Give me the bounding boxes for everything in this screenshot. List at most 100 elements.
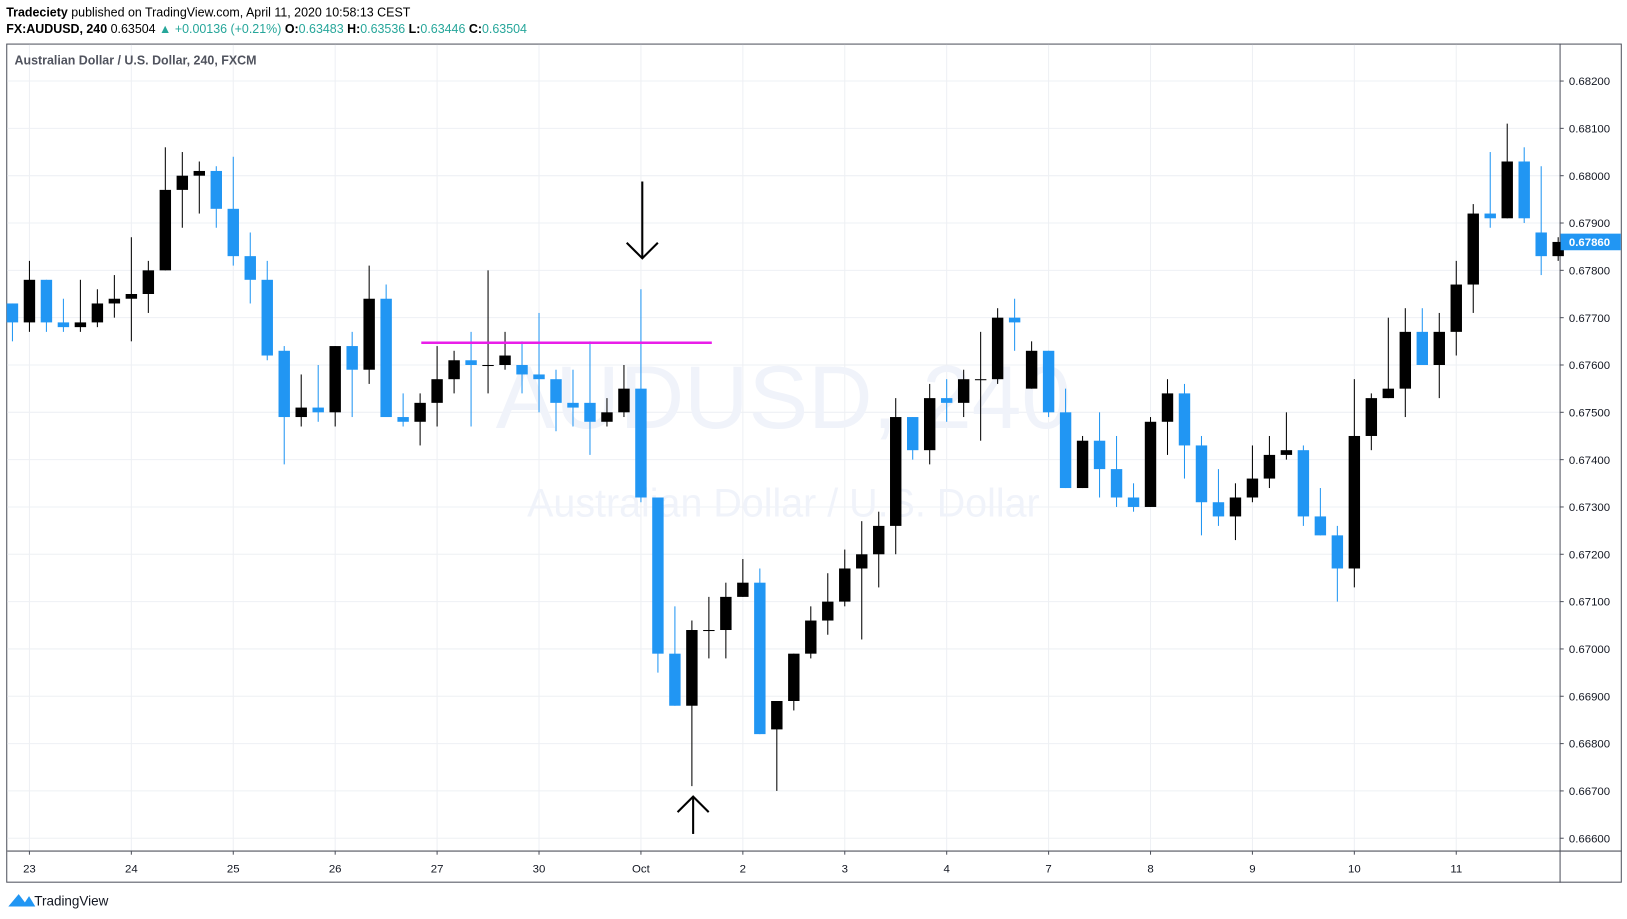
ohlc-label: L: xyxy=(409,22,421,36)
candle-body xyxy=(974,379,987,381)
published: published on TradingView.com, April 11, … xyxy=(71,6,410,20)
candle-body xyxy=(482,364,494,367)
y-tick-label: 0.67000 xyxy=(1569,644,1610,656)
candle-body xyxy=(890,417,902,526)
candle-body xyxy=(669,653,681,706)
y-tick-label: 0.67200 xyxy=(1569,549,1610,561)
candle-body xyxy=(754,582,766,735)
y-tick-label: 0.67600 xyxy=(1569,360,1610,372)
ohlc-value: 0.63504 xyxy=(482,22,527,36)
candle-body xyxy=(1382,388,1395,399)
candle-body xyxy=(516,364,528,375)
y-tick-label: 0.68200 xyxy=(1569,76,1610,88)
ohlc-label: C: xyxy=(469,22,482,36)
candle-body xyxy=(652,497,664,654)
candle-body xyxy=(923,398,936,451)
candle-body xyxy=(1110,469,1123,498)
candle-body xyxy=(1314,516,1327,536)
candle-body xyxy=(499,355,511,365)
candle-body xyxy=(312,407,324,413)
y-tick-label: 0.68000 xyxy=(1569,171,1610,183)
candle-body xyxy=(1433,331,1445,365)
candle-body xyxy=(40,279,53,323)
candle-body xyxy=(1144,421,1157,507)
candle-body xyxy=(278,350,290,418)
candle-body xyxy=(1518,161,1530,219)
candle-body xyxy=(23,279,36,323)
candle-body xyxy=(940,398,953,403)
candle-body xyxy=(91,303,104,323)
arrow-down-head xyxy=(625,241,659,260)
x-tick-label: 4 xyxy=(944,863,951,875)
y-tick-label: 0.67100 xyxy=(1569,597,1610,609)
axes: 0.66600 0.66700 0.66800 0.66900 0.67000 0.671… xyxy=(23,76,1621,875)
candle-body xyxy=(1331,535,1344,569)
candle-body xyxy=(635,388,647,498)
candle-body xyxy=(771,700,783,730)
y-tick-label: 0.67300 xyxy=(1569,502,1610,514)
candle-body xyxy=(1484,213,1496,219)
candle-body xyxy=(142,270,155,295)
y-tick-label: 0.67400 xyxy=(1569,455,1610,467)
candle-body xyxy=(1348,435,1361,569)
x-tick-label: 27 xyxy=(431,863,444,875)
candle-body xyxy=(1161,393,1174,422)
candle-body xyxy=(907,417,919,451)
candle-body xyxy=(1297,450,1310,517)
candle-body xyxy=(567,402,579,408)
candle-body xyxy=(1178,393,1191,446)
footer: TradingView xyxy=(8,894,109,909)
candle-body xyxy=(957,379,970,403)
y-tick-label: 0.68100 xyxy=(1569,124,1610,136)
candle-body xyxy=(601,412,613,422)
candle-body xyxy=(533,374,545,380)
x-tick-label: Oct xyxy=(632,863,651,875)
candle-body xyxy=(108,298,121,304)
candle-body xyxy=(788,653,800,701)
candle-body xyxy=(176,175,189,190)
candles xyxy=(6,123,1564,791)
candle-body xyxy=(737,582,749,597)
candle-body xyxy=(1042,350,1055,413)
candle-body xyxy=(1535,232,1547,257)
y-tick-label: 0.66900 xyxy=(1569,691,1610,703)
candle-body xyxy=(1501,161,1513,219)
candle-body xyxy=(1229,497,1242,517)
x-tick-label: 9 xyxy=(1249,863,1255,875)
ohlc-value: 0.63483 xyxy=(299,22,344,36)
x-tick-label: 25 xyxy=(227,863,240,875)
candle-body xyxy=(193,170,206,176)
candle-body xyxy=(465,360,477,365)
change: ▲ +0.00136 (+0.21%) xyxy=(159,22,281,36)
x-tick-label: 10 xyxy=(1348,863,1361,875)
y-tick-label: 0.67500 xyxy=(1569,407,1610,419)
candle-body xyxy=(1093,440,1106,470)
candle-body xyxy=(397,417,409,422)
candle-body xyxy=(1280,450,1293,455)
candle-body xyxy=(227,208,239,257)
candle-body xyxy=(57,322,70,328)
x-tick-label: 11 xyxy=(1450,863,1462,875)
candle-body xyxy=(159,189,172,271)
candle-body xyxy=(431,379,443,403)
header-line-2: FX:AUDUSD, 240 0.63504 ▲ +0.00136 (+0.21… xyxy=(6,22,527,36)
x-tick-label: 26 xyxy=(329,863,342,875)
candle-body xyxy=(1127,497,1140,507)
x-tick-label: 7 xyxy=(1045,863,1051,875)
candle-body xyxy=(873,525,885,555)
y-tick-label: 0.66800 xyxy=(1569,739,1610,751)
candle-body xyxy=(1195,445,1208,503)
candle-body xyxy=(1450,284,1462,332)
candle-body xyxy=(346,346,358,370)
candle-body xyxy=(210,170,222,209)
candle-body xyxy=(363,298,375,370)
x-tick-label: 30 xyxy=(533,863,546,875)
candle-body xyxy=(295,407,307,418)
candle-body xyxy=(329,346,341,413)
symbol: FX:AUDUSD, 240 xyxy=(6,22,107,36)
candle-body xyxy=(856,554,868,569)
watermark-description: Australian Dollar / U.S. Dollar xyxy=(527,482,1040,526)
candle-body xyxy=(261,279,273,356)
